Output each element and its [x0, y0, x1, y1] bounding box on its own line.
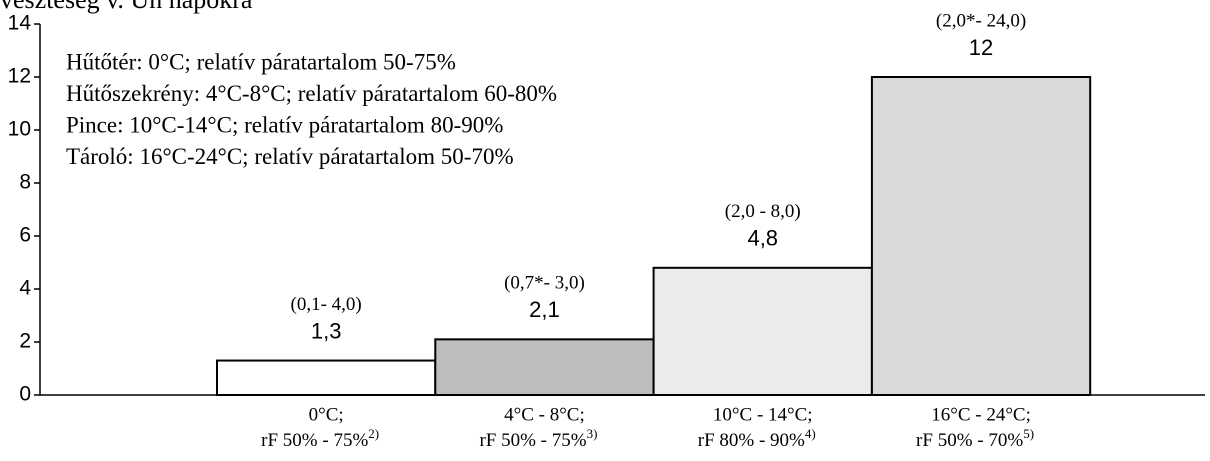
value-label: 1,3 — [311, 318, 342, 343]
x-tick-label-line2: rF 50% - 75%2) — [261, 426, 379, 451]
category-line2: rF 50% - 75% — [261, 430, 368, 451]
y-tick-label: 8 — [19, 171, 31, 194]
value-label: 12 — [969, 35, 993, 60]
footnote-mark: 2) — [368, 426, 379, 441]
y-tick-label: 14 — [8, 12, 32, 35]
category-line2: rF 50% - 75% — [479, 430, 586, 451]
x-tick-label: 4°C - 8°C; — [504, 404, 585, 425]
chart-title: veszteség v. Ún napokra — [0, 0, 253, 14]
range-label: (0,1- 4,0) — [291, 294, 362, 315]
x-tick-label: 0°C; — [309, 404, 344, 425]
bar — [652, 266, 873, 396]
y-tick-label: 10 — [8, 118, 31, 141]
bar — [870, 76, 1092, 396]
note: Pince: 10°C-14°C; relatív páratartalom 8… — [66, 112, 503, 137]
x-tick-label-line2: rF 80% - 90%4) — [698, 426, 816, 451]
x-tick-label: 10°C - 14°C; — [713, 404, 813, 425]
footnote-mark: 3) — [587, 426, 598, 441]
range-label: (2,0 - 8,0) — [725, 201, 801, 222]
x-tick-label-line2: rF 50% - 75%3) — [479, 426, 597, 451]
value-label: 2,1 — [529, 297, 560, 322]
y-tick-label: 4 — [19, 277, 31, 300]
x-tick-label-line2: rF 50% - 70%5) — [916, 426, 1034, 451]
footnote-mark: 5) — [1023, 426, 1034, 441]
range-label: (0,7*- 3,0) — [504, 273, 585, 294]
value-label: 4,8 — [747, 226, 778, 251]
y-tick-label: 6 — [19, 224, 31, 247]
note: Tároló: 16°C-24°C; relatív páratartalom … — [66, 144, 514, 169]
note: Hűtőtér: 0°C; relatív páratartalom 50-75… — [66, 49, 456, 74]
category-line2: rF 50% - 70% — [916, 430, 1023, 451]
footnote-mark: 4) — [805, 426, 816, 441]
x-tick-label: 16°C - 24°C; — [931, 404, 1031, 425]
y-tick-label: 2 — [19, 330, 31, 353]
y-tick-label: 12 — [8, 65, 31, 88]
category-line2: rF 80% - 90% — [698, 430, 805, 451]
note: Hűtőszekrény: 4°C-8°C; relatív páratarta… — [66, 81, 557, 106]
bar — [434, 338, 655, 397]
range-label: (2,0*- 24,0) — [936, 10, 1026, 31]
y-tick-label: 0 — [19, 383, 31, 406]
bar — [216, 359, 437, 396]
